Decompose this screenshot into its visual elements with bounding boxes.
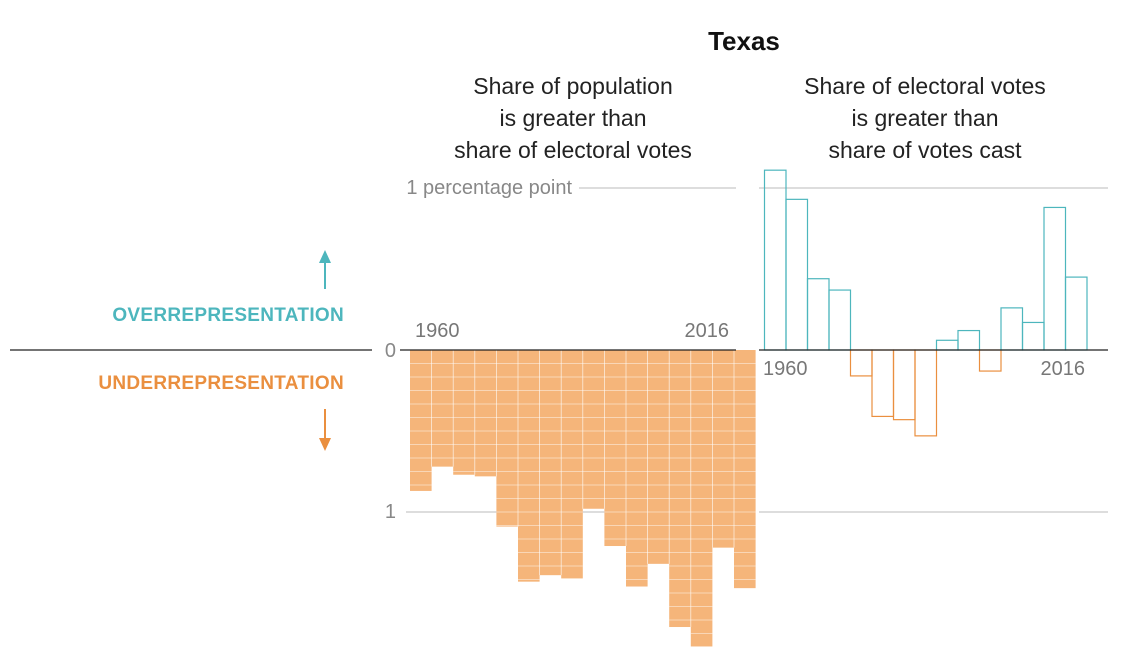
right-bar [1064,276,1088,351]
right-bar [763,169,787,351]
right-bar [785,198,809,351]
right-bar [978,349,1002,372]
left-bar [712,350,734,548]
left-panel-title-line-3: share of electoral votes [454,137,692,163]
right-bar [1043,206,1067,351]
gridline-label-1pp: 1 percentage point [406,177,572,199]
left-bar [453,350,475,475]
y-tick-0: 0 [385,340,396,362]
right-bar [1000,307,1024,351]
underrepresentation-label: UNDERREPRESENTATION [98,373,344,394]
y-tick-1: 1 [385,501,396,523]
right-bar [892,349,916,421]
left-bar [604,350,626,547]
chart-title: Texas [708,26,780,56]
left-bar [410,350,432,491]
left-bar [669,350,691,628]
right-bar [957,329,981,351]
right-bar [871,349,895,418]
left-bar [647,350,670,564]
left-bar [431,350,454,467]
left-bar [626,350,648,587]
right-bar [914,349,938,437]
arrow-down-icon [319,409,331,451]
right-bar [806,278,830,351]
right-bar [828,289,852,351]
right-bar [849,349,873,377]
overrepresentation-label: OVERREPRESENTATION [112,305,344,326]
left-bar [582,350,605,509]
arrow-up-icon [319,250,331,289]
right-panel-title-line-2: is greater than [851,105,998,131]
left-bar [474,350,497,477]
right-panel-title-line-3: share of votes cast [828,137,1022,163]
right-x-label-first: 1960 [763,358,808,380]
right-bar [1021,321,1045,351]
left-bar [518,350,540,582]
left-x-label-first: 1960 [415,320,460,342]
right-bar [935,339,959,351]
left-bar [734,350,756,589]
right-x-label-last: 2016 [1041,358,1086,380]
left-bar [561,350,583,579]
left-panel-bars [410,350,756,647]
left-bar [496,350,518,527]
left-bar [539,350,562,576]
left-panel-title-line-1: Share of population [473,73,673,99]
left-x-label-last: 2016 [685,320,730,342]
right-panel-bars [763,169,1088,437]
left-panel-title-line-2: is greater than [499,105,646,131]
right-panel-title-line-1: Share of electoral votes [804,73,1046,99]
